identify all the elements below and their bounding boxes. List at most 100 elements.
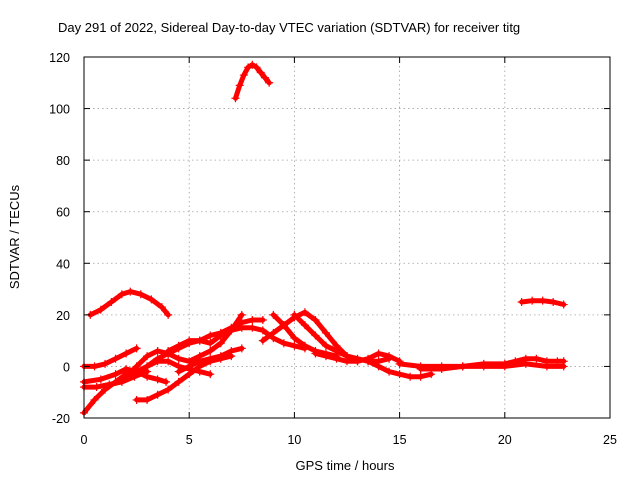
data-point xyxy=(260,73,269,82)
data-point xyxy=(90,362,99,371)
data-point xyxy=(164,310,173,319)
data-point xyxy=(279,339,288,348)
data-point xyxy=(549,297,558,306)
data-point xyxy=(101,359,110,368)
data-point xyxy=(364,357,373,366)
data-point xyxy=(237,310,246,319)
chart-title: Day 291 of 2022, Sidereal Day-to-day VTE… xyxy=(58,20,520,35)
data-point xyxy=(239,71,248,80)
series-arc-15 xyxy=(311,349,404,366)
data-point xyxy=(143,395,152,404)
data-point xyxy=(237,344,246,353)
data-point xyxy=(258,336,267,345)
data-point xyxy=(195,336,204,345)
data-point xyxy=(130,372,139,381)
series-arc-2 xyxy=(80,344,141,371)
data-point xyxy=(416,365,425,374)
data-point xyxy=(105,380,114,389)
data-point xyxy=(311,349,320,358)
series-arc-16 xyxy=(364,357,436,381)
data-point xyxy=(300,308,309,317)
data-point xyxy=(269,310,278,319)
data-point xyxy=(111,354,120,363)
data-point xyxy=(206,331,215,340)
data-point xyxy=(216,352,225,361)
data-point xyxy=(132,362,141,371)
data-point xyxy=(256,68,265,77)
y-tick-label: 20 xyxy=(56,309,70,323)
data-point xyxy=(395,370,404,379)
grid xyxy=(84,57,610,418)
data-point xyxy=(162,377,171,386)
data-point xyxy=(206,354,215,363)
data-point xyxy=(374,349,383,358)
data-point xyxy=(311,316,320,325)
data-point xyxy=(164,346,173,355)
data-point xyxy=(311,331,320,340)
data-point xyxy=(132,395,141,404)
data-point xyxy=(216,339,225,348)
data-point xyxy=(559,300,568,309)
data-point xyxy=(185,336,194,345)
data-point xyxy=(500,362,509,371)
data-point xyxy=(479,362,488,371)
data-point xyxy=(532,354,541,363)
data-point xyxy=(538,296,547,305)
series-layer xyxy=(80,60,568,417)
axis-ticks: 0 5 10 15 20 25 -20 0 20 40 60 80 100 120 xyxy=(49,51,617,447)
data-point xyxy=(269,328,278,337)
series-arc-18 xyxy=(416,359,568,374)
data-point xyxy=(265,78,274,87)
data-point xyxy=(416,372,425,381)
data-point xyxy=(90,395,99,404)
x-axis-title: GPS time / hours xyxy=(296,458,395,473)
data-point xyxy=(174,341,183,350)
data-point xyxy=(353,357,362,366)
series-trace xyxy=(134,353,234,403)
data-point xyxy=(542,362,551,371)
data-point xyxy=(343,357,351,366)
series-trace xyxy=(123,312,245,380)
data-point xyxy=(153,354,162,363)
y-tick-label: 60 xyxy=(56,206,70,220)
data-point xyxy=(153,375,162,384)
data-point xyxy=(321,328,330,337)
data-point xyxy=(122,372,131,381)
series-arc-9 xyxy=(164,323,309,355)
data-point xyxy=(174,377,183,386)
x-tick-label: 15 xyxy=(393,433,407,447)
data-point xyxy=(252,63,261,72)
data-point xyxy=(117,377,126,386)
data-point xyxy=(153,346,162,355)
data-point xyxy=(147,295,156,304)
data-point xyxy=(385,352,394,361)
y-tick-label: 0 xyxy=(63,360,70,374)
x-tick-label: 5 xyxy=(186,433,193,447)
data-point xyxy=(300,321,309,330)
data-point xyxy=(174,367,183,376)
data-point xyxy=(111,370,120,379)
data-point xyxy=(321,352,330,361)
y-tick-label: 120 xyxy=(49,51,70,65)
data-point xyxy=(206,346,215,355)
data-point xyxy=(216,331,225,340)
data-point xyxy=(374,362,383,371)
x-tick-label: 10 xyxy=(287,433,301,447)
data-point xyxy=(332,346,341,355)
data-point xyxy=(143,352,152,361)
data-point xyxy=(290,334,299,343)
data-point xyxy=(517,297,526,306)
data-point xyxy=(528,296,537,305)
series-arc-5 xyxy=(80,367,152,392)
data-point xyxy=(406,372,415,381)
x-tick-label: 25 xyxy=(603,433,617,447)
data-point xyxy=(122,349,131,358)
data-point xyxy=(258,326,267,335)
data-point xyxy=(321,341,330,350)
data-point xyxy=(206,339,215,348)
y-tick-label: 100 xyxy=(49,103,70,117)
data-point xyxy=(248,316,257,325)
y-axis-title: SDTVAR / TECUs xyxy=(7,184,22,289)
data-point xyxy=(521,359,530,368)
